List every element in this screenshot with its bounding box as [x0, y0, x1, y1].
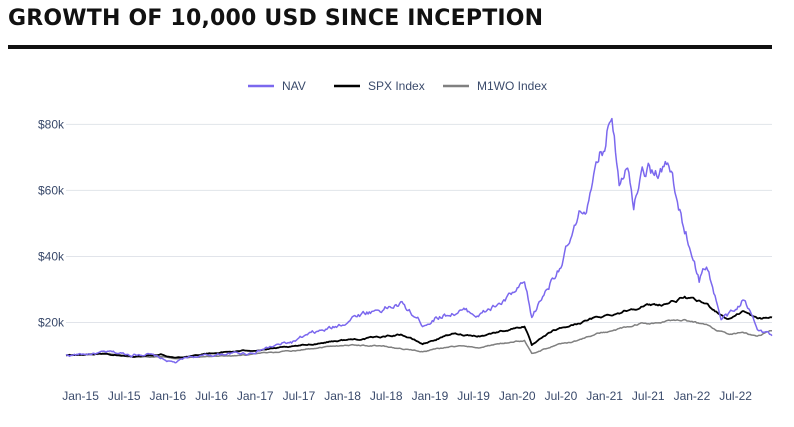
- x-tick-label: Jul-15: [108, 389, 141, 403]
- x-tick-label: Jan-16: [150, 389, 187, 403]
- x-tick-label: Jul-16: [195, 389, 228, 403]
- x-tick-label: Jan-17: [237, 389, 274, 403]
- y-tick-label: $20k: [38, 315, 65, 329]
- y-tick-label: $60k: [38, 183, 65, 197]
- title-divider: [8, 45, 772, 49]
- y-axis-ticks: $20k $40k $60k $80k: [38, 117, 65, 329]
- legend-label: SPX Index: [368, 79, 425, 93]
- x-tick-label: Jul-21: [632, 389, 665, 403]
- y-tick-label: $40k: [38, 249, 65, 263]
- legend-label: NAV: [282, 79, 306, 93]
- x-tick-label: Jan-19: [412, 389, 449, 403]
- x-tick-label: Jan-20: [499, 389, 536, 403]
- x-axis-ticks: Jan-15 Jul-15 Jan-16 Jul-16 Jan-17 Jul-17 Jan-…: [62, 389, 752, 403]
- legend-label: M1WO Index: [477, 79, 547, 93]
- legend: NAV SPX Index M1WO Index: [248, 79, 547, 93]
- x-tick-label: Jul-20: [545, 389, 578, 403]
- x-tick-label: Jan-21: [586, 389, 623, 403]
- series-line-nav: [66, 117, 773, 364]
- x-tick-label: Jul-17: [283, 389, 316, 403]
- series-line-m1wo-index: [65, 318, 772, 360]
- series-line-spx-index: [65, 295, 773, 359]
- page-title: GROWTH OF 10,000 USD SINCE INCEPTION: [8, 6, 544, 31]
- x-tick-label: Jan-15: [62, 389, 99, 403]
- x-tick-label: Jul-19: [457, 389, 490, 403]
- x-tick-label: Jan-22: [674, 389, 711, 403]
- x-tick-label: Jan-18: [324, 389, 361, 403]
- x-tick-label: Jul-18: [370, 389, 403, 403]
- x-tick-label: Jul-22: [719, 389, 752, 403]
- series-lines: [65, 117, 773, 364]
- y-tick-label: $80k: [38, 117, 65, 131]
- gridlines: [66, 123, 772, 323]
